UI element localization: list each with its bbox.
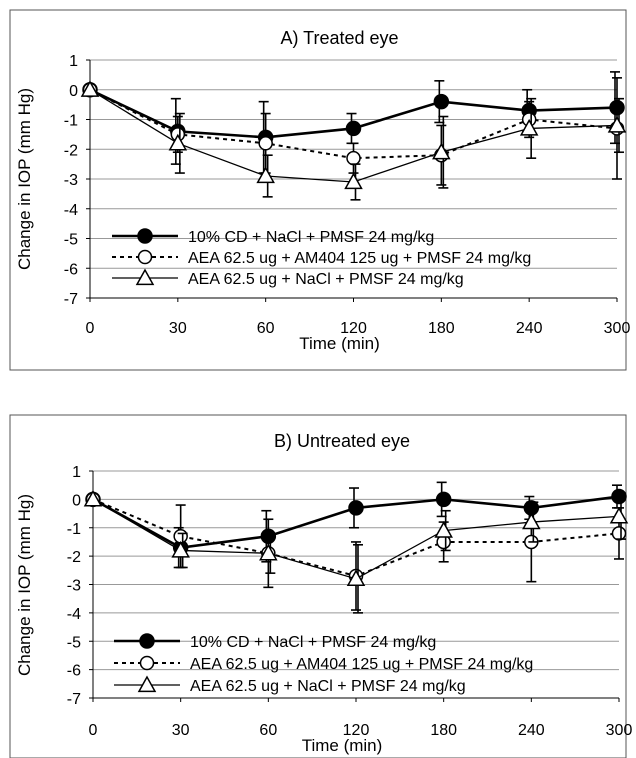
data-point <box>519 118 539 136</box>
x-tick-label: 60 <box>259 722 277 739</box>
data-point <box>435 491 452 508</box>
y-tick-label: -2 <box>67 549 81 566</box>
x-tick-label: 300 <box>606 722 633 739</box>
y-tick-label: 0 <box>72 492 81 509</box>
chart-title: A) Treated eye <box>280 28 398 48</box>
data-point <box>522 512 541 530</box>
data-point <box>259 543 278 561</box>
series-3 <box>80 80 627 201</box>
x-axis-label: Time (min) <box>299 334 380 353</box>
legend-marker <box>135 268 155 286</box>
data-point <box>432 142 451 160</box>
legend-marker <box>139 633 155 649</box>
legend-label: AEA 62.5 ug + NaCl + PMSF 24 mg/kg <box>190 678 466 695</box>
data-point <box>346 150 361 166</box>
x-tick-label: 30 <box>169 320 187 337</box>
y-tick-label: 1 <box>69 53 78 70</box>
y-tick-label: -3 <box>64 172 78 189</box>
data-point <box>611 488 627 505</box>
data-point <box>258 136 273 151</box>
y-tick-label: -1 <box>67 521 81 538</box>
chart-frame <box>9 414 627 758</box>
x-tick-label: 120 <box>340 320 367 337</box>
data-point <box>346 569 366 586</box>
legend-label: AEA 62.5 ug + NaCl + PMSF 24 mg/kg <box>188 271 464 288</box>
x-tick-label: 60 <box>257 320 275 337</box>
legend-label: AEA 62.5 ug + AM404 125 ug + PMSF 24 mg/… <box>188 250 531 267</box>
legend-label: 10% CD + NaCl + PMSF 24 mg/kg <box>190 634 436 651</box>
y-tick-label: 0 <box>69 83 78 100</box>
x-tick-label: 180 <box>430 722 457 739</box>
legend-label: 10% CD + NaCl + PMSF 24 mg/kg <box>188 229 434 246</box>
legend-marker <box>137 228 153 244</box>
y-tick-label: -5 <box>67 634 81 651</box>
x-tick-label: 240 <box>516 320 543 337</box>
data-point <box>80 80 100 97</box>
legend-label: AEA 62.5 ug + AM404 125 ug + PMSF 24 mg/… <box>190 656 533 673</box>
data-point <box>171 540 190 558</box>
y-axis-label: Change in IOP (mm Hg) <box>15 494 34 676</box>
x-tick-label: 30 <box>172 722 190 739</box>
data-point <box>434 521 453 538</box>
y-tick-label: -3 <box>67 578 81 595</box>
y-tick-label: -5 <box>64 232 78 249</box>
x-tick-label: 0 <box>86 320 95 337</box>
legend-marker <box>139 655 155 671</box>
data-point <box>609 506 629 524</box>
x-tick-label: 0 <box>89 722 98 739</box>
data-point <box>168 133 188 151</box>
data-point <box>345 120 362 137</box>
y-tick-label: -7 <box>67 691 81 708</box>
y-tick-label: -2 <box>64 142 78 159</box>
y-tick-label: 1 <box>72 464 81 481</box>
y-tick-label: -4 <box>67 606 81 623</box>
data-point <box>83 489 103 507</box>
y-tick-label: -4 <box>64 202 78 219</box>
x-tick-label: 120 <box>343 722 370 739</box>
x-tick-label: 240 <box>518 722 545 739</box>
x-axis-label: Time (min) <box>302 736 383 755</box>
data-point <box>344 172 363 190</box>
series-3 <box>83 489 629 614</box>
data-point <box>611 526 627 541</box>
data-point <box>348 500 364 516</box>
y-tick-label: -6 <box>64 261 78 278</box>
y-tick-label: -1 <box>64 113 78 130</box>
y-axis-label: Change in IOP (mm Hg) <box>15 88 34 270</box>
legend-marker <box>137 249 153 265</box>
legend-marker <box>137 675 157 693</box>
y-tick-label: -6 <box>67 663 81 680</box>
chart-title: B) Untreated eye <box>274 431 410 451</box>
chart-panel-1: 1 0 -1 -2 -3 -4 -5 -6 -7 0 30 60 120 180 240 300 A) Trea… <box>9 9 631 371</box>
data-point <box>173 529 188 544</box>
x-tick-label: 300 <box>604 320 631 337</box>
data-point <box>607 115 627 133</box>
chart-frame <box>9 9 627 371</box>
chart-panel-2: 1 0 -1 -2 -3 -4 -5 -6 -7 0 30 60 120 180 240 300 B) Untr… <box>9 414 633 758</box>
data-point <box>433 93 450 110</box>
y-tick-label: -7 <box>64 291 78 308</box>
data-point <box>256 166 275 184</box>
x-tick-label: 180 <box>428 320 455 337</box>
